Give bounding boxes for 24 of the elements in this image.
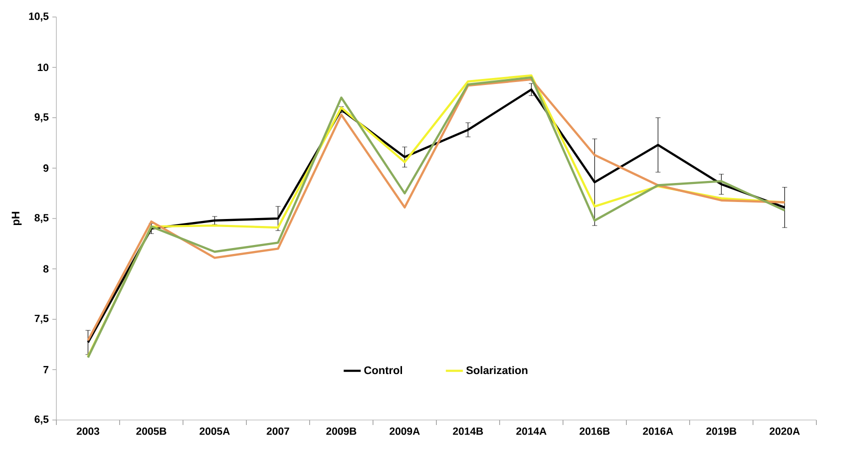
x-tick-label: 2014A bbox=[516, 428, 546, 435]
y-tick-label: 9,5 bbox=[34, 113, 49, 122]
y-axis-title: pH bbox=[12, 212, 22, 226]
x-tick-label: 2007 bbox=[266, 428, 290, 435]
x-tick-label: 2016A bbox=[642, 428, 674, 435]
x-tick-label: 2020A bbox=[770, 428, 800, 435]
x-tick-label: 2005A bbox=[200, 428, 230, 435]
y-tick-label: 10 bbox=[38, 64, 48, 72]
y-tick-label: 7,5 bbox=[34, 314, 49, 324]
legend-label: Solarization bbox=[466, 366, 528, 374]
y-tick-label: 8 bbox=[43, 265, 48, 273]
y-tick-label: 10,5 bbox=[29, 12, 49, 22]
legend-label: Control bbox=[364, 366, 402, 374]
x-tick-label: 2016B bbox=[580, 428, 610, 435]
x-tick-label: 2005B bbox=[136, 428, 166, 435]
y-tick-label: 8,5 bbox=[34, 214, 49, 223]
x-tick-label: 2019B bbox=[706, 428, 736, 435]
x-tick-label: 2009A bbox=[390, 428, 420, 435]
x-tick-label: 2009B bbox=[326, 428, 356, 435]
y-tick-label: 9 bbox=[43, 164, 48, 172]
y-tick-label: 7 bbox=[43, 366, 48, 374]
x-tick-label: 2003 bbox=[76, 428, 100, 435]
y-tick-label: 6,5 bbox=[34, 416, 49, 424]
x-tick-label: 2014B bbox=[452, 428, 483, 435]
